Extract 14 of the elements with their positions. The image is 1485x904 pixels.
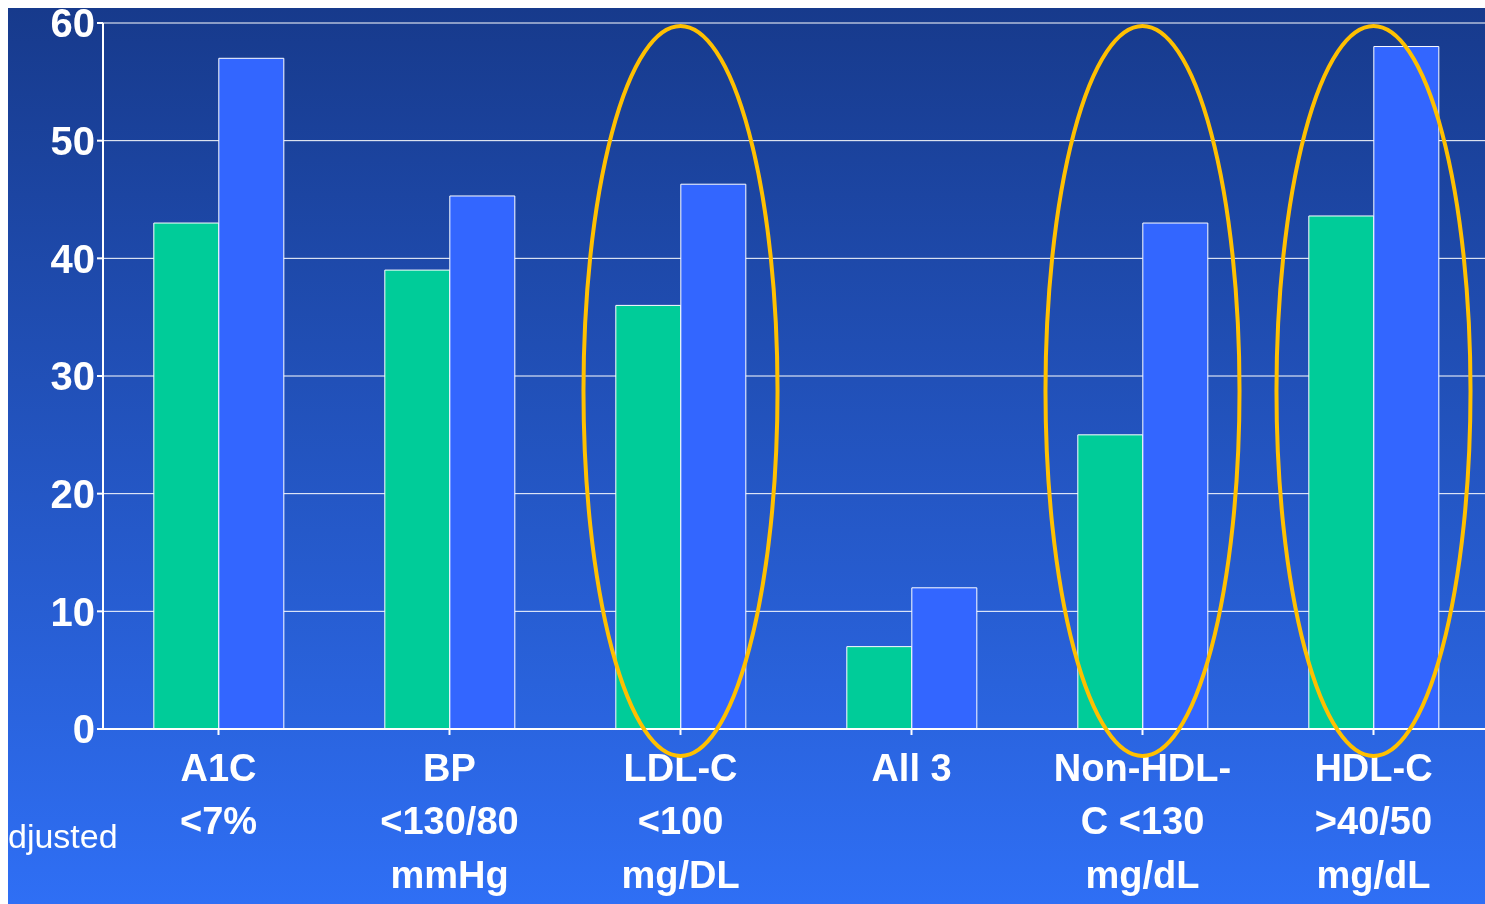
x-tick-label: BP <130/80 mmHg [380, 747, 519, 896]
y-tick-label: 50 [50, 118, 95, 163]
x-tick-label: All 3 [871, 747, 952, 790]
x-tick-label: Non-HDL- C <130 mg/dL [1053, 747, 1232, 896]
y-tick-label: 60 [50, 1, 95, 46]
y-tick-label: 30 [50, 354, 95, 399]
text: djusted [8, 817, 118, 856]
y-tick-label: 10 [50, 589, 95, 634]
x-tick-label: LDL-C <100 mg/DL [621, 747, 740, 896]
y-tick-label: 40 [50, 236, 95, 281]
x-tick-label: HDL-C >40/50 mg/dL [1314, 747, 1433, 896]
x-tick-label: A1C <7% [179, 747, 258, 843]
y-tick-label: 20 [50, 471, 95, 516]
y-tick-label: 0 [72, 707, 95, 752]
